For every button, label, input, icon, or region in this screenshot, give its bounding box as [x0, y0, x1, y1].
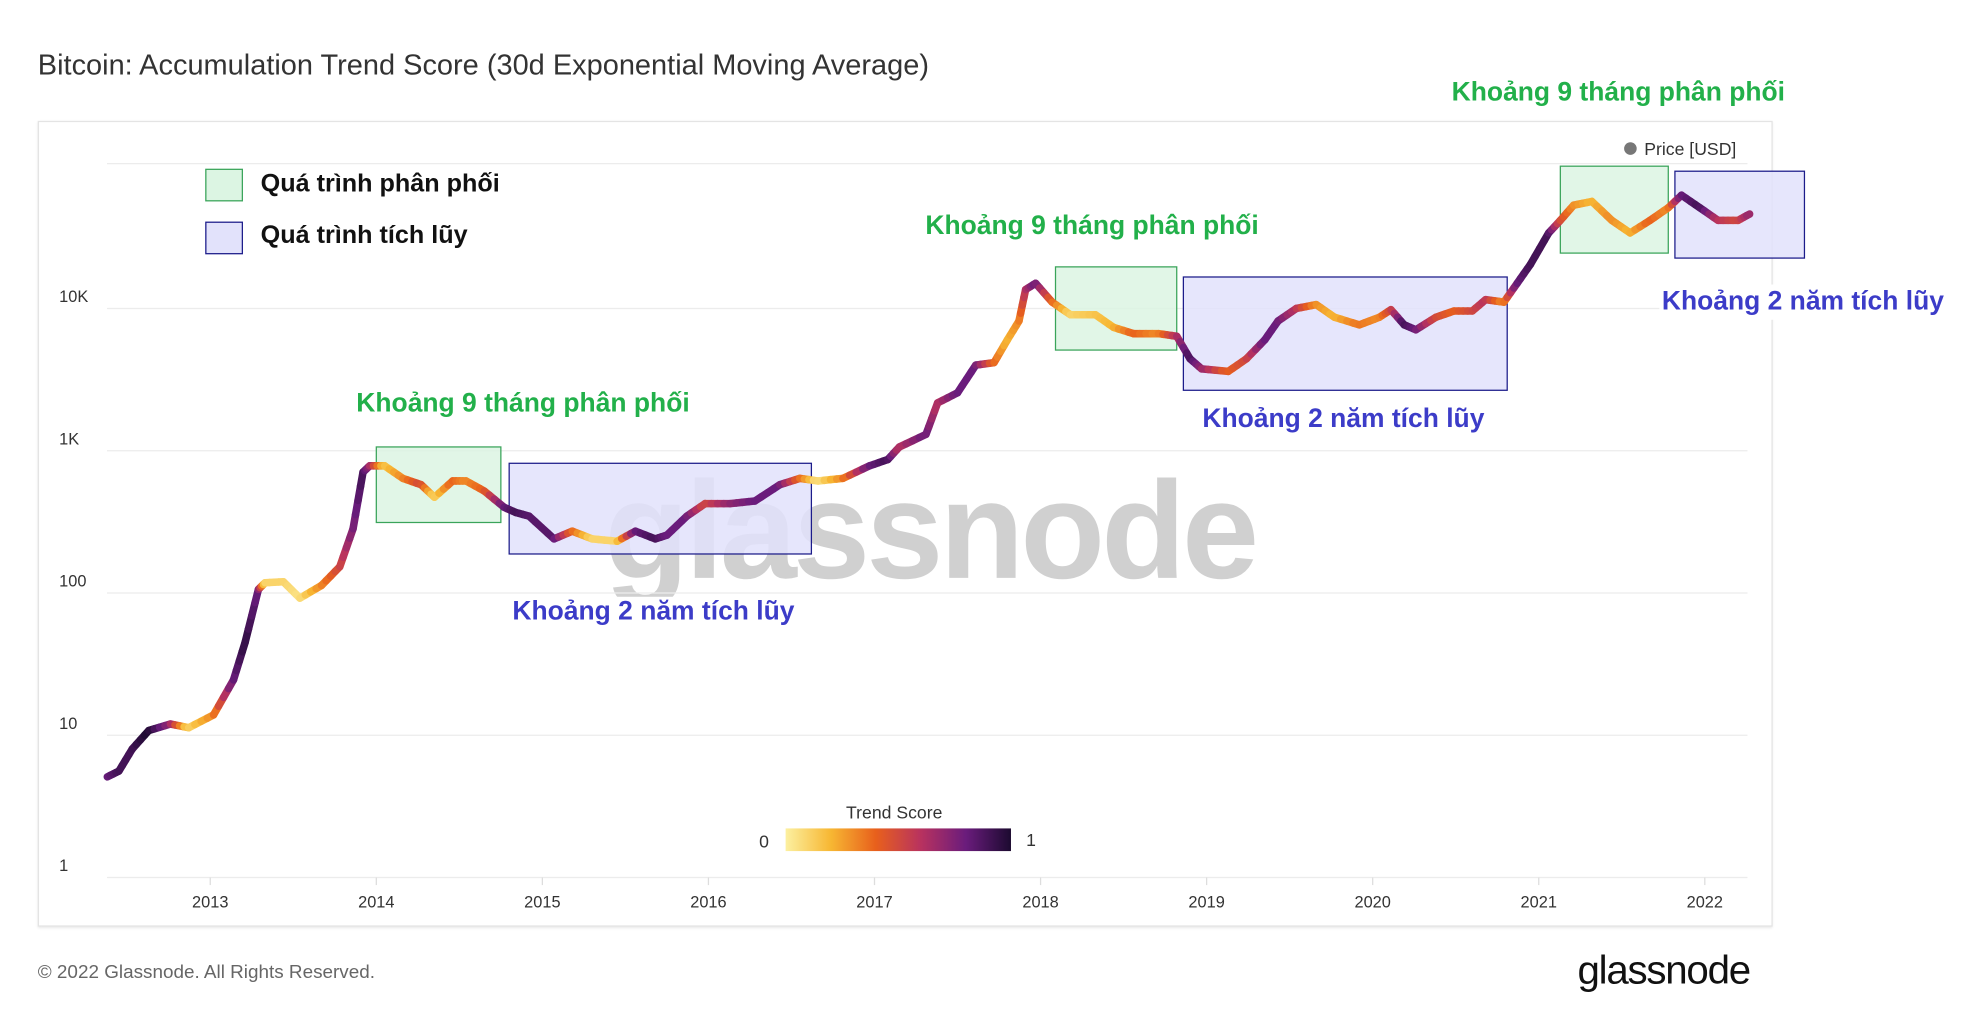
x-tick-label: 2020 [1354, 894, 1390, 912]
x-tick-label: 2017 [856, 894, 892, 912]
legend-swatch-distribution [205, 168, 243, 202]
accumulation-box [1674, 170, 1806, 259]
copyright: © 2022 Glassnode. All Rights Reserved. [37, 961, 376, 984]
annotation-distribution-2021: Khoảng 9 tháng phân phối [1451, 78, 1786, 108]
x-tick-label: 2013 [192, 894, 228, 912]
distribution-box [375, 446, 502, 524]
annotation-accumulation-2019: Khoảng 2 năm tích lũy [1202, 404, 1485, 435]
x-tick-label: 2014 [358, 894, 394, 912]
distribution-box [1054, 266, 1178, 351]
glassnode-logo[interactable]: glassnode [1577, 946, 1752, 993]
legend-label-accumulation: Quá trình tích lũy [260, 221, 468, 250]
x-tick-label: 2021 [1521, 894, 1557, 912]
y-tick-label: 1K [59, 430, 79, 448]
y-tick-label: 1 [59, 857, 68, 875]
y-tick-label: 100 [59, 573, 86, 591]
colorbar-max-label: 1 [1026, 829, 1036, 850]
annotation-distribution-2014: Khoảng 9 tháng phân phối [356, 389, 690, 418]
price-line-segment [1742, 210, 1754, 220]
colorbar-title: Trend Score [846, 801, 943, 823]
legend-label-distribution: Quá trình phân phối [260, 169, 500, 198]
x-tick-label: 2022 [1687, 894, 1723, 912]
x-tick-label: 2015 [524, 894, 560, 912]
chart-frame [37, 120, 1773, 927]
y-tick-label: 10 [59, 715, 77, 733]
accumulation-box [1182, 276, 1508, 391]
price-legend-label[interactable]: Price [USD] [1644, 138, 1737, 159]
x-tick-label: 2019 [1188, 894, 1224, 912]
annotation-accumulation-2022: Khoảng 2 năm tích lũy [1659, 284, 1947, 320]
price-legend-dot-icon [1624, 142, 1637, 155]
annotation-accumulation-2015: Khoảng 2 năm tích lũy [512, 596, 795, 627]
colorbar-min-label: 0 [759, 830, 769, 852]
distribution-box [1559, 165, 1669, 254]
chart-title: Bitcoin: Accumulation Trend Score (30d E… [37, 47, 929, 81]
y-tick-label: 10K [59, 288, 88, 306]
x-tick-label: 2018 [1022, 894, 1058, 912]
x-tick-label: 2016 [690, 894, 726, 912]
colorbar [785, 828, 1011, 852]
legend-swatch-accumulation [205, 221, 243, 255]
annotation-distribution-2018: Khoảng 9 tháng phân phối [925, 211, 1259, 241]
